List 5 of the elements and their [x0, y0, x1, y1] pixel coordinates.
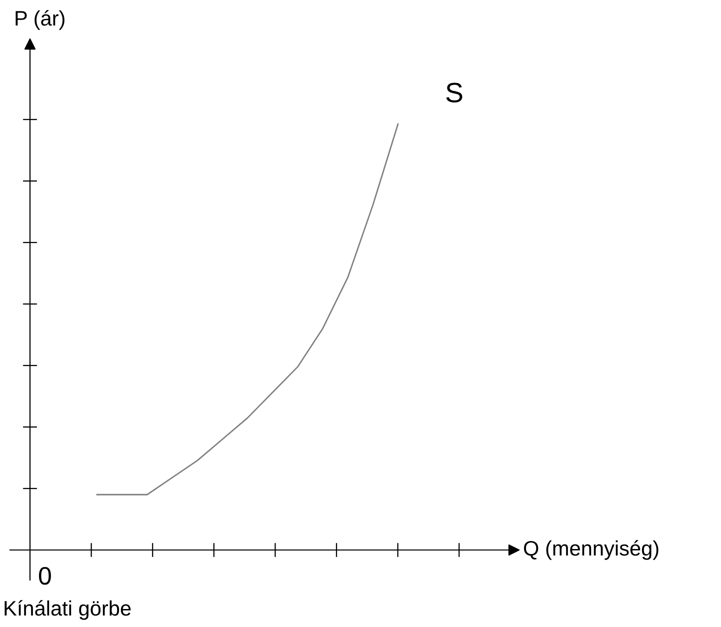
text: 0	[38, 567, 51, 585]
text: Q (mennyiség)	[524, 540, 658, 560]
y-axis-title: P (ár)	[16, 10, 64, 30]
text: Kínálati görbe	[4, 600, 131, 620]
series-label: S	[446, 82, 462, 102]
